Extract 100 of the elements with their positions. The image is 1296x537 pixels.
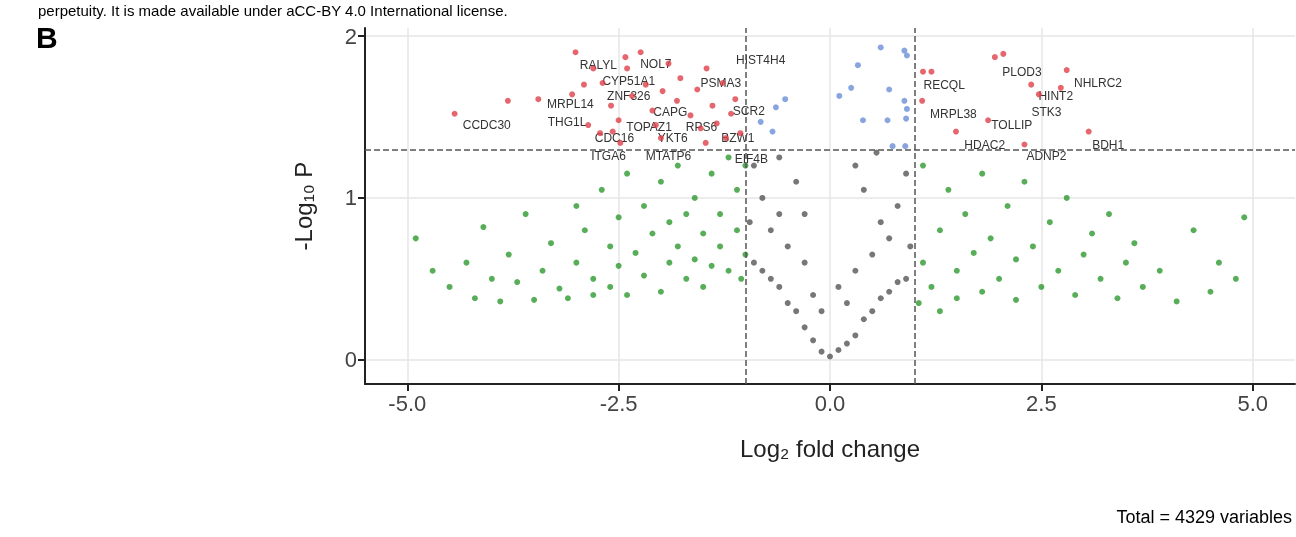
point [776, 154, 783, 161]
annotation: MTATP6 [645, 148, 692, 163]
point [848, 84, 855, 91]
annotation: HDAC2 [964, 137, 1006, 152]
point [852, 332, 859, 339]
annotation: HINT2 [1038, 88, 1074, 103]
point [886, 288, 893, 295]
point [1063, 67, 1070, 74]
point [801, 259, 808, 266]
annotation: ZNF326 [607, 88, 651, 103]
point [869, 308, 876, 315]
annotation: ADNP2 [1026, 148, 1067, 163]
point [902, 143, 909, 150]
annotation: RALYL [579, 58, 618, 73]
point [703, 65, 710, 72]
annotation: MRPL38 [930, 106, 978, 121]
x-tick-label: -2.5 [599, 390, 638, 416]
annotation: ITGA6 [591, 148, 627, 163]
point [677, 75, 684, 82]
point [767, 227, 774, 234]
point [919, 97, 926, 104]
point [772, 104, 779, 111]
point [801, 211, 808, 218]
annotation: TOLLIP [991, 118, 1033, 133]
point [608, 102, 615, 109]
x-tick-label: 5.0 [1237, 390, 1269, 416]
annotation: YKT6 [657, 131, 689, 146]
point [569, 91, 576, 98]
point [659, 88, 666, 95]
point [843, 340, 850, 347]
point [782, 96, 789, 103]
point [810, 292, 817, 298]
point [928, 68, 935, 75]
point [901, 47, 908, 54]
point [818, 308, 825, 315]
point [1000, 50, 1007, 57]
point [585, 122, 592, 129]
point [580, 81, 587, 88]
point [903, 115, 910, 122]
y-tick-label: 0 [344, 347, 357, 373]
point [767, 275, 774, 282]
point [759, 194, 766, 201]
point [835, 347, 842, 354]
point [746, 219, 753, 226]
point [894, 279, 901, 286]
point [903, 170, 910, 177]
annotation: STK3 [1031, 105, 1062, 120]
point [859, 117, 866, 124]
y-tick-label: 1 [344, 185, 357, 211]
point [843, 300, 850, 307]
annotation: NOL7 [640, 56, 672, 71]
point [624, 65, 631, 72]
point [504, 97, 511, 104]
annotation: CDC16 [594, 131, 635, 146]
x-tick-label: 2.5 [1026, 390, 1057, 416]
annotation: CYP51A1 [602, 74, 656, 89]
point [827, 353, 833, 360]
x-tick-label: -5.0 [388, 390, 427, 416]
point [784, 300, 791, 307]
annotation: NHLRC2 [1074, 76, 1123, 91]
annotation: BDH1 [1092, 137, 1125, 152]
point [776, 283, 783, 290]
point [835, 283, 842, 290]
x-axis-title: Log₂ fold change [739, 434, 921, 462]
point [860, 316, 867, 323]
point [673, 97, 680, 104]
y-axis-title: -Log₁₀ P [289, 161, 317, 251]
point [877, 295, 884, 302]
point [759, 267, 766, 274]
point [793, 178, 800, 185]
point [860, 186, 867, 193]
point [622, 54, 629, 61]
point [901, 97, 908, 104]
point [952, 128, 959, 135]
point [793, 308, 800, 315]
point [877, 44, 884, 51]
point [572, 49, 579, 56]
annotation: PLOD3 [1002, 64, 1042, 79]
point [886, 86, 893, 93]
point [877, 219, 884, 226]
point [854, 62, 861, 69]
point [889, 143, 896, 150]
point [776, 211, 783, 218]
point [757, 118, 764, 125]
point [732, 96, 739, 103]
text: perpetuity. It is made available under aCC-BY 4.0 International license. [38, 2, 508, 19]
point [1021, 141, 1028, 148]
point [694, 86, 701, 93]
text: Total = 4329 variables [1116, 507, 1293, 527]
point [1028, 81, 1035, 88]
x-tick-label: 0.0 [814, 390, 846, 416]
annotation: TOPAZ1 [626, 119, 673, 134]
point [637, 49, 644, 56]
point [886, 235, 893, 242]
text: B [36, 20, 58, 54]
point [894, 203, 901, 209]
point [903, 105, 910, 112]
annotation: CAPG [653, 105, 688, 120]
annotation: THG1L [547, 114, 587, 129]
y-tick-label: 2 [344, 23, 357, 49]
